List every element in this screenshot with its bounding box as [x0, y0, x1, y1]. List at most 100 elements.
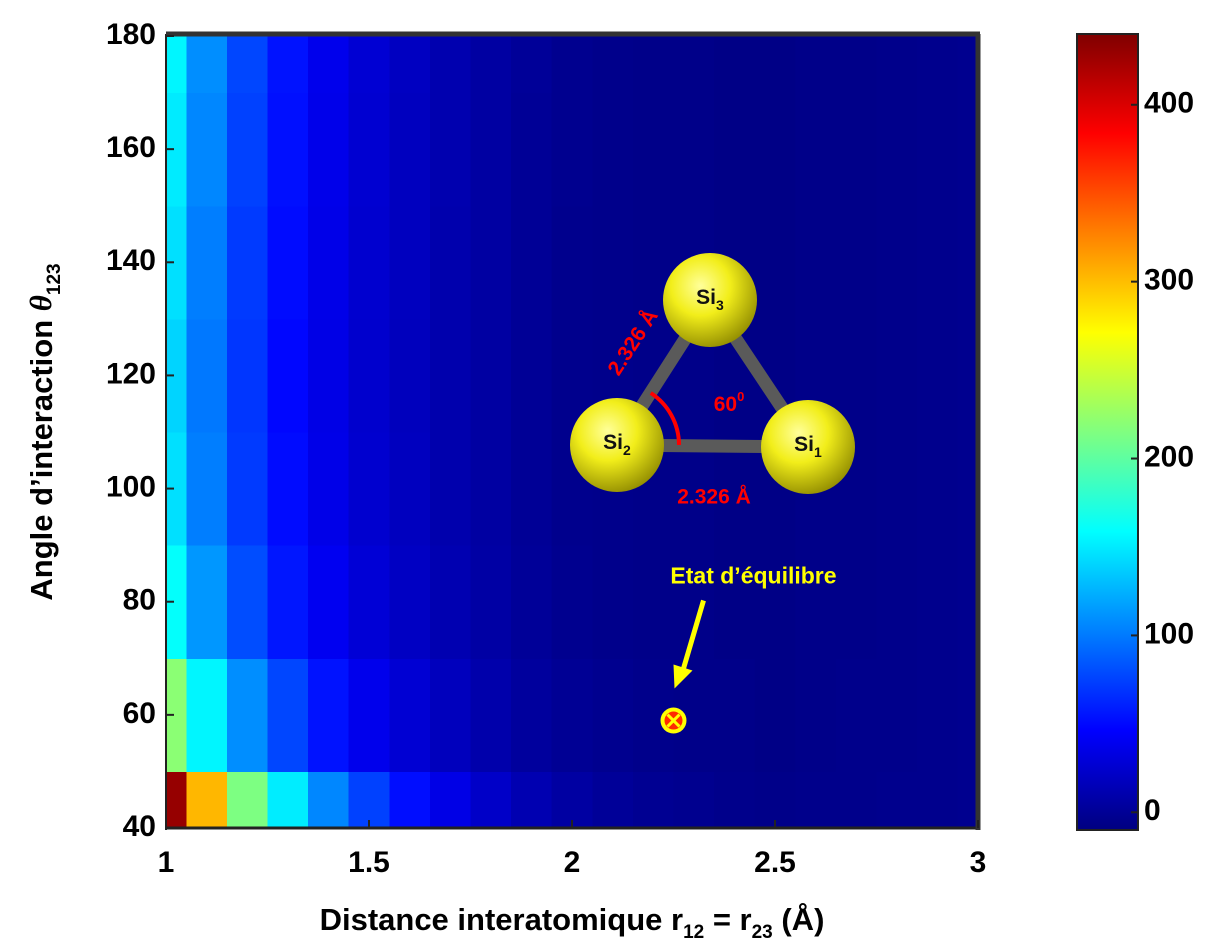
y-tick-label: 180 — [106, 18, 156, 51]
annotation-text: Etat d’équilibre — [670, 563, 836, 589]
heatmap-cell — [876, 432, 918, 546]
heatmap-cell — [226, 92, 269, 207]
atom-index: 3 — [716, 297, 724, 313]
atom — [570, 398, 664, 492]
heatmap-cell — [308, 92, 350, 207]
heatmap-cell — [551, 545, 593, 659]
label-subscript: 23 — [752, 922, 773, 943]
x-tick-label: 1.5 — [348, 846, 390, 879]
x-tick-label: 2.5 — [754, 846, 796, 879]
heatmap-cell — [876, 658, 918, 773]
angle-sup: 0 — [737, 389, 744, 404]
y-tick-label: 40 — [123, 810, 156, 843]
heatmap-cell — [876, 36, 918, 94]
heatmap-cell — [389, 658, 431, 773]
heatmap-cell — [166, 545, 187, 659]
heatmap-cell — [714, 92, 756, 207]
atom-label: Si1 — [794, 433, 822, 460]
heatmap-cell — [470, 771, 512, 829]
heatmap-cell — [348, 771, 390, 829]
heatmap-cell — [835, 545, 878, 659]
heatmap-cell — [470, 545, 512, 659]
heatmap-cell — [957, 36, 979, 94]
heatmap-cell — [876, 771, 918, 829]
y-tick-label: 160 — [106, 131, 156, 164]
atom-symbol: Si — [696, 286, 716, 309]
heatmap-cell — [957, 771, 979, 829]
heatmap-cell — [795, 771, 837, 829]
heatmap-cell — [308, 318, 350, 433]
heatmap-cell — [957, 205, 979, 320]
heatmap-cell — [551, 771, 593, 829]
heatmap-cell — [835, 658, 878, 773]
heatmap-cell — [795, 658, 837, 773]
heatmap-cell — [551, 36, 593, 94]
heatmap-cell — [917, 432, 959, 546]
heatmap-cell — [389, 771, 431, 829]
heatmap-cell — [308, 658, 350, 773]
heatmap-cell — [876, 318, 918, 433]
heatmap-cell — [592, 205, 634, 320]
marker-cross — [666, 713, 681, 728]
heatmap-cell — [795, 545, 837, 659]
heatmap-cell — [348, 658, 390, 773]
atom-symbol: Si — [603, 431, 623, 454]
colorbar-tick-label: 200 — [1144, 440, 1194, 473]
heatmap-cell — [795, 92, 837, 207]
heatmap-cell — [876, 92, 918, 207]
heatmap-cell — [592, 92, 634, 207]
heatmap-cell — [511, 432, 553, 546]
heatmap-cell — [632, 92, 675, 207]
heatmap-cell — [835, 205, 878, 320]
heatmap-cell — [917, 318, 959, 433]
heatmap-cell — [226, 658, 269, 773]
colorbar-tick-label: 0 — [1144, 794, 1161, 827]
heatmap-cell — [348, 205, 390, 320]
colorbar-tick-label: 300 — [1144, 264, 1194, 297]
heatmap-cell — [470, 92, 512, 207]
heatmap-cell — [389, 36, 431, 94]
heatmap-cell — [917, 545, 959, 659]
heatmap-cell — [308, 545, 350, 659]
heatmap-cell — [429, 545, 472, 659]
y-tick-label: 140 — [106, 244, 156, 277]
heatmap-cell — [267, 658, 309, 773]
heatmap-cell — [754, 36, 796, 94]
heatmap-cell — [226, 205, 269, 320]
heatmap-cell — [673, 771, 715, 829]
heatmap-cell — [632, 771, 675, 829]
atom-index: 2 — [623, 442, 631, 458]
x-tick-label: 2 — [564, 846, 581, 879]
atom-label: Si3 — [696, 286, 724, 313]
heatmap-cell — [166, 318, 187, 433]
colorbar-tick-label: 100 — [1144, 617, 1194, 650]
heatmap-cell — [470, 205, 512, 320]
heatmap-cell — [795, 36, 837, 94]
y-tick-label: 80 — [123, 584, 156, 617]
heatmap-cell — [592, 658, 634, 773]
heatmap-cell — [348, 432, 390, 546]
heatmap-cell — [632, 545, 675, 659]
heatmap-cell — [835, 36, 878, 94]
annotation-arrow — [681, 599, 706, 670]
heatmap-cell — [267, 318, 309, 433]
axis-label: Angle d’interaction θ123 — [23, 263, 64, 600]
heatmap-cell — [511, 658, 553, 773]
heatmap-cell — [308, 771, 350, 829]
heatmap-cell — [226, 318, 269, 433]
heatmap-cell — [714, 36, 756, 94]
angle-label: 600 — [714, 389, 745, 416]
heatmap-cell — [511, 318, 553, 433]
heatmap-cell — [511, 36, 553, 94]
heatmap-cell — [511, 771, 553, 829]
y-tick-label: 100 — [106, 470, 156, 503]
heatmap-cell — [429, 36, 472, 94]
heatmap-cell — [957, 92, 979, 207]
x-tick-label: 1 — [158, 846, 175, 879]
heatmap-cell — [186, 771, 228, 829]
heatmap-cell — [348, 545, 390, 659]
bond-label: 2.326 Å — [677, 485, 751, 509]
heatmap-cell — [917, 92, 959, 207]
